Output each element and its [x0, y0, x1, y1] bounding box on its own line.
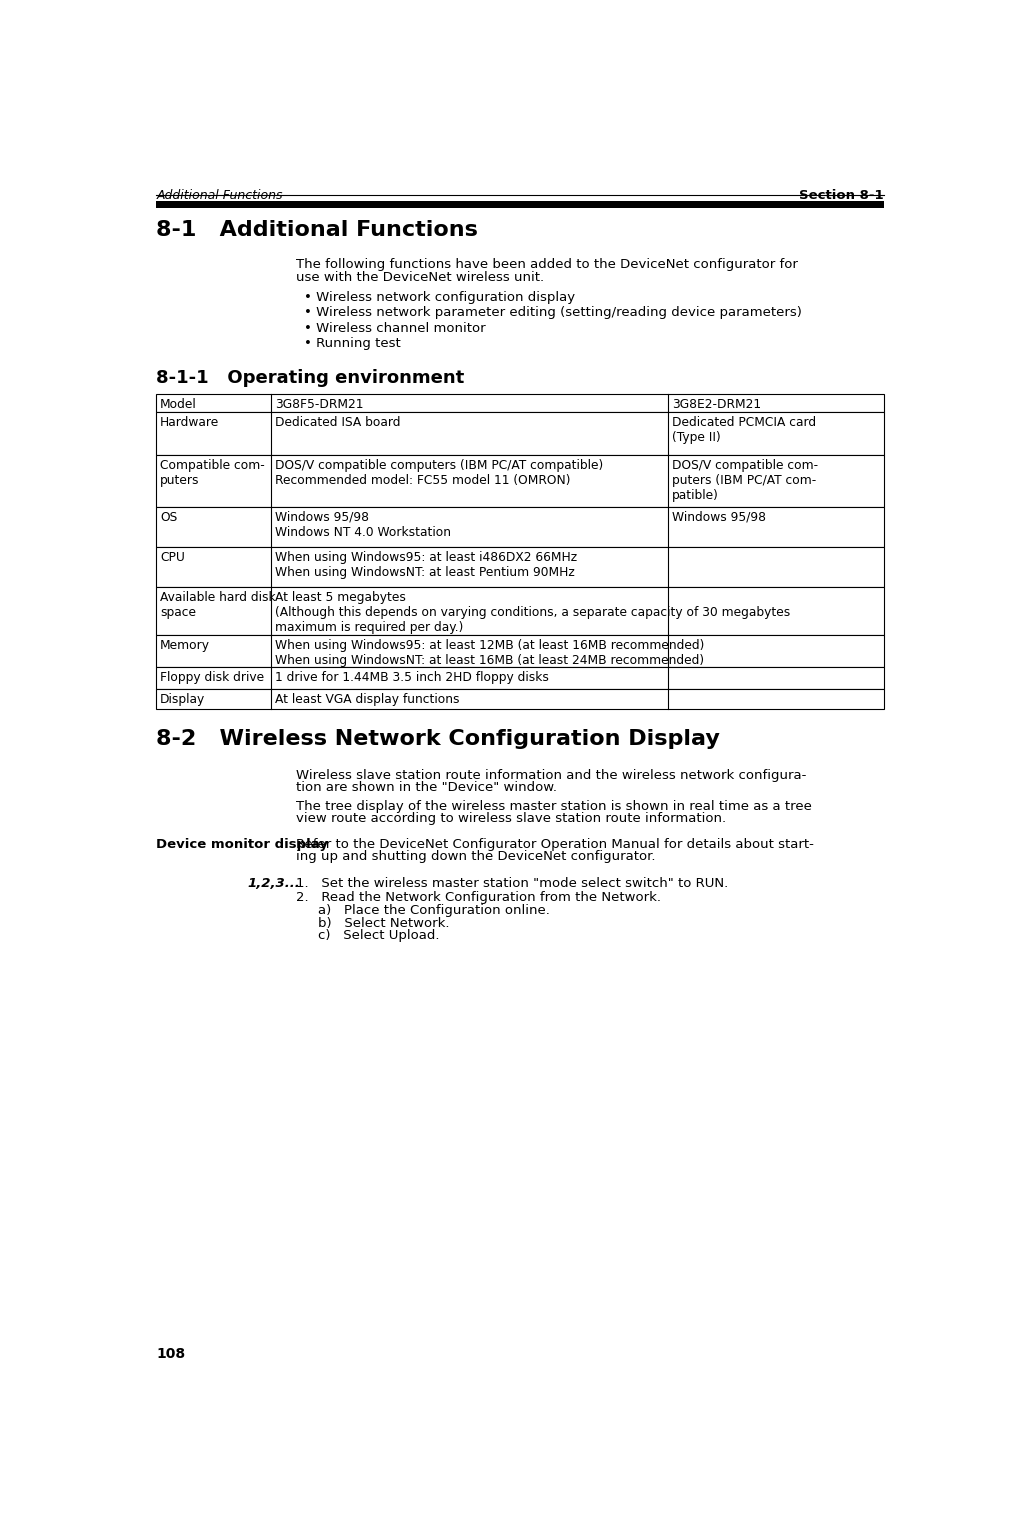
- Text: Dedicated PCMCIA card
(Type II): Dedicated PCMCIA card (Type II): [672, 417, 816, 444]
- Text: OS: OS: [160, 510, 178, 524]
- Text: a)   Place the Configuration online.: a) Place the Configuration online.: [318, 904, 549, 918]
- Text: Floppy disk drive: Floppy disk drive: [160, 672, 264, 684]
- Text: use with the DeviceNet wireless unit.: use with the DeviceNet wireless unit.: [295, 272, 544, 284]
- Text: 2.   Read the Network Configuration from the Network.: 2. Read the Network Configuration from t…: [295, 890, 661, 904]
- Text: CPU: CPU: [160, 550, 185, 564]
- Text: tion are shown in the "Device" window.: tion are shown in the "Device" window.: [295, 781, 557, 795]
- Text: The tree display of the wireless master station is shown in real time as a tree: The tree display of the wireless master …: [295, 799, 812, 813]
- Text: Compatible com-
puters: Compatible com- puters: [160, 458, 265, 487]
- Text: Display: Display: [160, 693, 205, 705]
- Text: 8-1   Additional Functions: 8-1 Additional Functions: [156, 220, 478, 240]
- Text: Hardware: Hardware: [160, 417, 219, 429]
- Text: Section 8-1: Section 8-1: [800, 189, 884, 201]
- Bar: [156, 455, 884, 507]
- Bar: [156, 507, 884, 547]
- Text: • Running test: • Running test: [303, 337, 400, 350]
- Text: Windows 95/98: Windows 95/98: [672, 510, 765, 524]
- Bar: [156, 547, 884, 587]
- Bar: [156, 393, 884, 412]
- Bar: [156, 587, 884, 635]
- Text: 108: 108: [156, 1346, 186, 1362]
- Text: • Wireless network configuration display: • Wireless network configuration display: [303, 290, 574, 304]
- Text: 3G8F5-DRM21: 3G8F5-DRM21: [275, 398, 363, 410]
- Text: 8-2   Wireless Network Configuration Display: 8-2 Wireless Network Configuration Displ…: [156, 729, 721, 749]
- Text: Wireless slave station route information and the wireless network configura-: Wireless slave station route information…: [295, 768, 806, 782]
- Text: Windows 95/98
Windows NT 4.0 Workstation: Windows 95/98 Windows NT 4.0 Workstation: [275, 510, 452, 539]
- Text: 3G8E2-DRM21: 3G8E2-DRM21: [672, 398, 761, 410]
- Text: • Wireless channel monitor: • Wireless channel monitor: [303, 321, 485, 335]
- Text: 1.   Set the wireless master station "mode select switch" to RUN.: 1. Set the wireless master station "mode…: [295, 876, 728, 890]
- Text: Memory: Memory: [160, 639, 210, 652]
- Text: view route according to wireless slave station route information.: view route according to wireless slave s…: [295, 812, 726, 825]
- Text: The following functions have been added to the DeviceNet configurator for: The following functions have been added …: [295, 258, 798, 272]
- Text: Dedicated ISA board: Dedicated ISA board: [275, 417, 401, 429]
- Text: Available hard disk
space: Available hard disk space: [160, 592, 276, 619]
- Bar: [156, 412, 884, 455]
- Text: c)   Select Upload.: c) Select Upload.: [318, 928, 439, 942]
- Bar: [156, 201, 884, 207]
- Text: At least VGA display functions: At least VGA display functions: [275, 693, 460, 705]
- Text: Model: Model: [160, 398, 197, 410]
- Text: When using Windows95: at least i486DX2 66MHz
When using WindowsNT: at least Pent: When using Windows95: at least i486DX2 6…: [275, 550, 578, 579]
- Text: When using Windows95: at least 12MB (at least 16MB recommended)
When using Windo: When using Windows95: at least 12MB (at …: [275, 639, 704, 667]
- Text: 1 drive for 1.44MB 3.5 inch 2HD floppy disks: 1 drive for 1.44MB 3.5 inch 2HD floppy d…: [275, 672, 549, 684]
- Bar: [156, 689, 884, 709]
- Text: b)   Select Network.: b) Select Network.: [318, 916, 449, 930]
- Text: At least 5 megabytes
(Although this depends on varying conditions, a separate ca: At least 5 megabytes (Although this depe…: [275, 592, 791, 633]
- Text: Device monitor display: Device monitor display: [156, 838, 328, 851]
- Text: Refer to the DeviceNet Configurator Operation Manual for details about start-: Refer to the DeviceNet Configurator Oper…: [295, 838, 814, 851]
- Text: DOS/V compatible com-
puters (IBM PC/AT com-
patible): DOS/V compatible com- puters (IBM PC/AT …: [672, 458, 818, 501]
- Text: ing up and shutting down the DeviceNet configurator.: ing up and shutting down the DeviceNet c…: [295, 850, 656, 864]
- Bar: [156, 667, 884, 689]
- Text: 1,2,3...: 1,2,3...: [247, 876, 299, 890]
- Text: 8-1-1   Operating environment: 8-1-1 Operating environment: [156, 369, 465, 387]
- Text: DOS/V compatible computers (IBM PC/AT compatible)
Recommended model: FC55 model : DOS/V compatible computers (IBM PC/AT co…: [275, 458, 604, 487]
- Text: Additional Functions: Additional Functions: [156, 189, 283, 201]
- Text: • Wireless network parameter editing (setting/reading device parameters): • Wireless network parameter editing (se…: [303, 306, 802, 320]
- Bar: [156, 635, 884, 667]
